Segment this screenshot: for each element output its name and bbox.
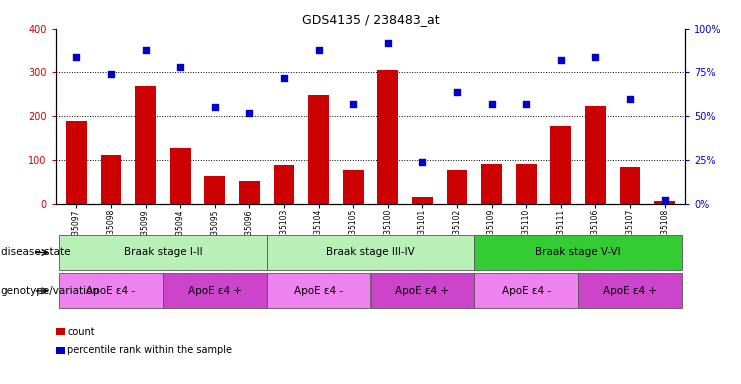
Text: genotype/variation: genotype/variation (1, 286, 100, 296)
Text: Braak stage III-IV: Braak stage III-IV (326, 247, 415, 258)
Point (590, 54, 602, 60)
Text: count: count (67, 327, 95, 337)
Point (451, 89, 463, 95)
Text: disease state: disease state (1, 247, 70, 258)
Point (416, 159, 428, 165)
Bar (481, 164, 502, 204)
Point (313, 47, 325, 53)
Bar (516, 164, 536, 204)
Bar (474, 273, 578, 308)
Point (624, 96, 636, 102)
Text: Braak stage I-II: Braak stage I-II (124, 247, 202, 258)
Bar (239, 181, 260, 204)
Bar (59, 273, 163, 308)
Point (520, 101, 532, 107)
Text: ApoE ε4 -: ApoE ε4 - (294, 286, 343, 296)
Point (70, 54, 82, 60)
Point (555, 57, 567, 63)
Bar (205, 176, 225, 204)
Point (139, 47, 151, 53)
Text: ApoE ε4 +: ApoE ε4 + (187, 286, 242, 296)
Bar (412, 197, 433, 204)
Bar (551, 126, 571, 204)
Text: percentile rank within the sample: percentile rank within the sample (67, 345, 232, 355)
Bar (474, 235, 682, 270)
Bar (585, 106, 606, 204)
Bar (273, 165, 294, 204)
Bar (654, 201, 675, 204)
Text: ApoE ε4 -: ApoE ε4 - (87, 286, 136, 296)
Title: GDS4135 / 238483_at: GDS4135 / 238483_at (302, 13, 439, 26)
Bar (578, 273, 682, 308)
Bar (377, 70, 398, 204)
Point (348, 101, 359, 107)
Bar (447, 170, 468, 204)
Bar (101, 156, 122, 204)
Text: ApoE ε4 +: ApoE ε4 + (603, 286, 657, 296)
Bar (267, 273, 370, 308)
Point (382, 40, 393, 46)
Point (174, 64, 186, 70)
Point (278, 74, 290, 81)
Bar (619, 167, 640, 204)
Text: Braak stage V-VI: Braak stage V-VI (535, 247, 621, 258)
Bar (135, 86, 156, 204)
Bar (66, 121, 87, 204)
Bar (163, 273, 267, 308)
Point (209, 104, 221, 111)
Point (244, 109, 256, 116)
Point (659, 197, 671, 203)
Text: ApoE ε4 -: ApoE ε4 - (502, 286, 551, 296)
Bar (308, 95, 329, 204)
Bar (370, 273, 474, 308)
Bar (59, 235, 267, 270)
Point (485, 101, 497, 107)
Bar (343, 170, 364, 204)
Point (105, 71, 117, 77)
Bar (267, 235, 474, 270)
Text: ApoE ε4 +: ApoE ε4 + (396, 286, 449, 296)
Bar (170, 147, 190, 204)
